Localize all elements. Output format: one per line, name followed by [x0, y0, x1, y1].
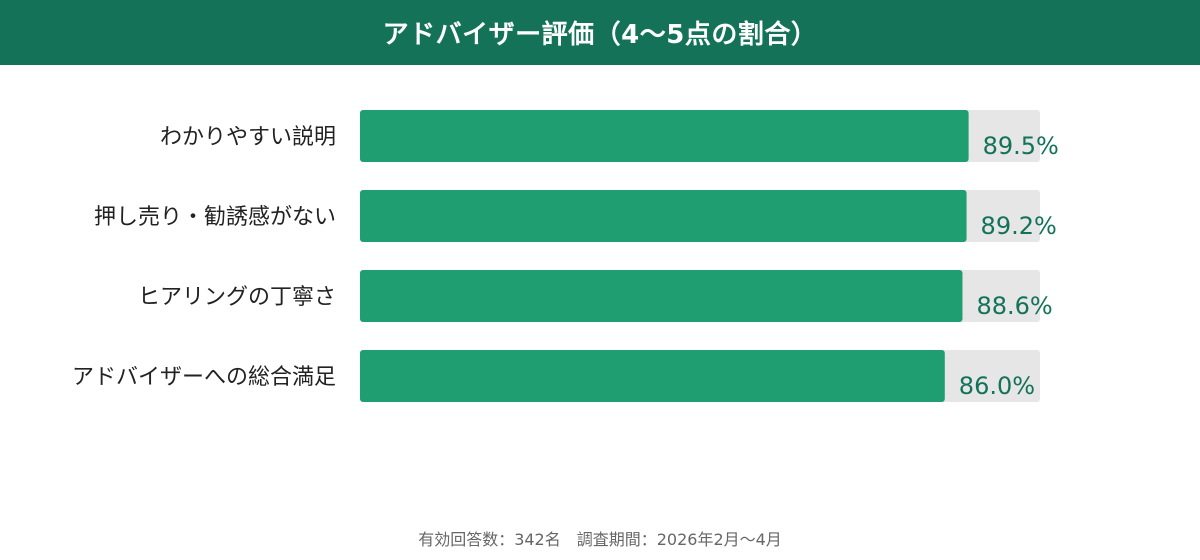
bar: [360, 110, 969, 162]
bar: [360, 350, 945, 402]
category-label: アドバイザーへの総合満足: [72, 365, 336, 390]
value-label: 89.5%: [983, 132, 1059, 160]
category-label: 押し売り・勧誘感がない: [94, 205, 336, 230]
chart-header: アドバイザー評価（4〜5点の割合）: [0, 0, 1200, 65]
chart-title: アドバイザー評価（4〜5点の割合）: [382, 20, 818, 50]
bar: [360, 190, 967, 242]
category-label: わかりやすい説明: [160, 125, 336, 150]
bar-chart: わかりやすい説明 89.5% 押し売り・勧誘感がない 89.2% ヒアリングの丁寧さ 88…: [0, 65, 1200, 505]
bar: [360, 270, 963, 322]
category-label: ヒアリングの丁寧さ: [138, 285, 336, 310]
value-label: 88.6%: [976, 292, 1052, 320]
bar-chart-svg: わかりやすい説明 89.5% 押し売り・勧誘感がない 89.2% ヒアリングの丁寧さ 88…: [72, 110, 1059, 402]
survey-note: 有効回答数：342名 調査期間：2026年2月〜4月: [418, 530, 782, 549]
value-label: 86.0%: [959, 372, 1035, 400]
value-label: 89.2%: [981, 212, 1057, 240]
